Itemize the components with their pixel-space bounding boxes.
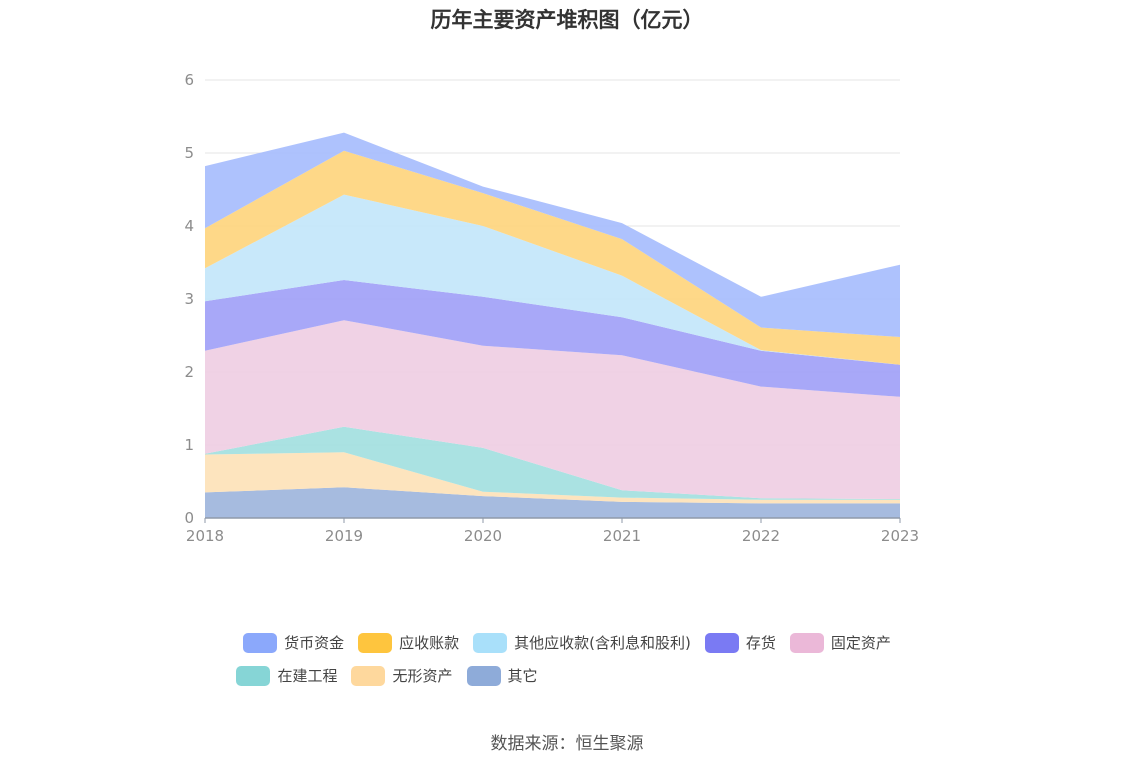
legend-item[interactable]: 无形资产 <box>351 665 453 686</box>
legend-label: 应收账款 <box>399 634 460 652</box>
legend-swatch <box>236 665 271 686</box>
area-series-1 <box>205 452 900 504</box>
legend-row-2: 在建工程 无形资产 其它 <box>0 665 954 686</box>
legend-swatch <box>466 665 501 686</box>
data-source-note: 数据来源：恒生聚源 <box>490 734 644 754</box>
legend-row-1: 货币资金 应收账款 其他应收款(含利息和股利) 存货 固定资产 <box>0 632 1134 653</box>
area-series-layer <box>205 132 900 518</box>
legend-swatch <box>473 632 508 653</box>
x-tick-label: 2020 <box>464 527 502 545</box>
area-series-7 <box>205 132 900 337</box>
x-tick-label: 2022 <box>742 527 780 545</box>
legend-item[interactable]: 货币资金 <box>243 632 344 653</box>
legend-item[interactable]: 在建工程 <box>236 665 337 686</box>
legend-swatch <box>704 632 739 653</box>
y-tick-label: 6 <box>184 71 194 89</box>
legend-label: 固定资产 <box>830 634 891 652</box>
legend-label: 其他应收款(含利息和股利) <box>514 634 691 652</box>
legend-item[interactable]: 其他应收款(含利息和股利) <box>473 632 691 653</box>
area-series-4 <box>205 280 900 397</box>
y-tick-label: 2 <box>184 363 194 381</box>
x-tick-label: 2019 <box>325 527 363 545</box>
x-tick-label: 2023 <box>881 527 919 545</box>
x-tick-label: 2021 <box>603 527 641 545</box>
area-series-0 <box>205 487 900 518</box>
area-series-3 <box>205 320 900 499</box>
y-tick-label: 4 <box>184 217 194 235</box>
chart-title: 历年主要资产堆积图（亿元） <box>430 8 704 32</box>
y-tick-label: 0 <box>184 509 194 527</box>
y-tick-label: 1 <box>184 436 194 454</box>
area-series-5 <box>205 194 900 365</box>
legend-item[interactable]: 其它 <box>466 665 538 686</box>
legend-swatch <box>243 632 278 653</box>
x-tick-label: 2018 <box>186 527 224 545</box>
y-tick-label: 5 <box>184 144 194 162</box>
legend-label: 其它 <box>507 667 538 685</box>
legend-item[interactable]: 固定资产 <box>789 632 891 653</box>
legend-label: 存货 <box>745 634 776 652</box>
legend-swatch <box>789 632 824 653</box>
area-series-2 <box>205 426 900 500</box>
legend-label: 在建工程 <box>277 667 338 685</box>
legend-label: 无形资产 <box>392 667 453 685</box>
legend-swatch <box>358 632 393 653</box>
area-series-6 <box>205 150 900 365</box>
legend-swatch <box>351 665 386 686</box>
axes: 0 1 2 3 4 5 6 2018 2019 2020 2021 2022 2023 <box>184 71 919 545</box>
y-tick-label: 3 <box>184 290 194 308</box>
legend-item[interactable]: 存货 <box>704 632 776 653</box>
legend-item[interactable]: 应收账款 <box>358 632 459 653</box>
legend-label: 货币资金 <box>284 634 345 652</box>
